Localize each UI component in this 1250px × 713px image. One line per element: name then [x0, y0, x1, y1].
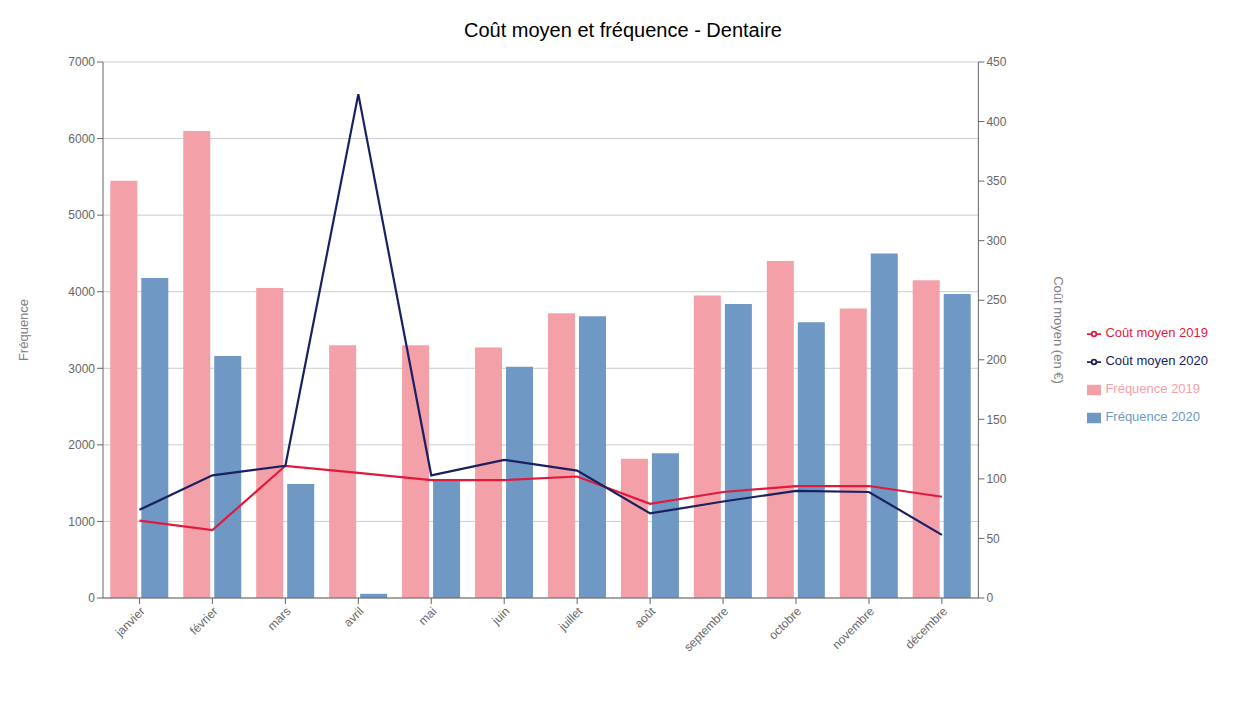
svg-text:150: 150 — [986, 413, 1006, 427]
svg-text:juin: juin — [489, 604, 513, 628]
svg-text:400: 400 — [986, 115, 1006, 129]
html-text:Coût moyen et fréquence - Dent: Coût moyen et fréquence - Dentaire — [464, 19, 782, 41]
svg-text:2000: 2000 — [68, 438, 95, 452]
html-text:Fréquence 2019: Fréquence 2019 — [1105, 381, 1201, 396]
html-text:Coût moyen 2020: Coût moyen 2020 — [1105, 353, 1208, 368]
svg-text:février: février — [187, 604, 220, 637]
svg-text:mai: mai — [416, 604, 440, 628]
svg-text:3000: 3000 — [68, 362, 95, 376]
svg-text:Coût moyen (en €): Coût moyen (en €) — [1051, 276, 1066, 384]
svg-text:mars: mars — [265, 604, 294, 633]
svg-text:100: 100 — [986, 472, 1006, 486]
svg-text:0: 0 — [88, 591, 95, 605]
svg-text:1000: 1000 — [68, 515, 95, 529]
svg-text:décembre: décembre — [902, 604, 950, 652]
html-text:Coût moyen 2019: Coût moyen 2019 — [1105, 325, 1208, 340]
svg-text:6000: 6000 — [68, 132, 95, 146]
svg-text:200: 200 — [986, 353, 1006, 367]
html-text:Fréquence 2020: Fréquence 2020 — [1105, 409, 1201, 424]
svg-text:septembre: septembre — [681, 604, 731, 654]
svg-text:50: 50 — [986, 532, 1000, 546]
svg-text:250: 250 — [986, 293, 1006, 307]
svg-text:janvier: janvier — [112, 604, 148, 640]
svg-text:0: 0 — [986, 591, 993, 605]
svg-text:350: 350 — [986, 174, 1006, 188]
svg-text:5000: 5000 — [68, 208, 95, 222]
svg-text:300: 300 — [986, 234, 1006, 248]
svg-text:juillet: juillet — [555, 604, 585, 634]
svg-text:4000: 4000 — [68, 285, 95, 299]
svg-text:450: 450 — [986, 55, 1006, 69]
svg-text:novembre: novembre — [829, 604, 877, 652]
svg-text:avril: avril — [341, 604, 366, 629]
svg-text:7000: 7000 — [68, 55, 95, 69]
svg-text:août: août — [632, 604, 659, 631]
svg-text:Fréquence: Fréquence — [16, 299, 31, 361]
svg-text:octobre: octobre — [766, 604, 804, 642]
